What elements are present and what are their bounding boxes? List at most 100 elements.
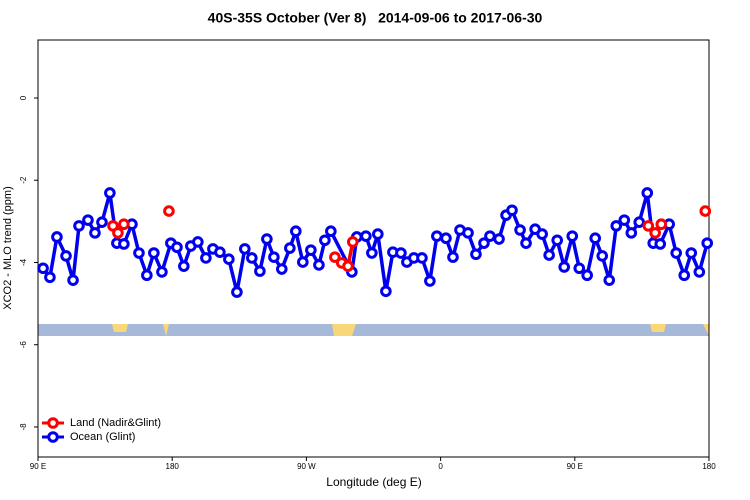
data-point (655, 218, 668, 231)
data-point (462, 227, 474, 239)
data-point (478, 237, 490, 249)
data-point (470, 248, 482, 261)
data-point (366, 247, 378, 259)
x-tick-label: 90 E (567, 462, 583, 471)
data-point (514, 224, 526, 236)
data-point (104, 187, 116, 199)
data-point (223, 253, 235, 265)
data-point (305, 244, 317, 256)
data-point (699, 205, 712, 217)
data-point (275, 263, 288, 275)
data-point (96, 216, 108, 228)
data-point (685, 247, 698, 259)
data-point (73, 220, 85, 232)
data-point (536, 228, 548, 240)
ocean-band (38, 324, 709, 336)
data-point (37, 262, 49, 275)
data-point (701, 237, 714, 249)
data-point (192, 236, 204, 248)
data-point (329, 251, 341, 263)
data-point (290, 225, 302, 238)
x-tick-label: 90 W (297, 462, 316, 471)
data-point (141, 269, 153, 282)
data-point (573, 262, 586, 275)
data-point (589, 232, 602, 245)
data-point (440, 232, 452, 245)
x-tick-label: 0 (438, 462, 443, 471)
data-point (214, 246, 226, 259)
data-point (118, 218, 130, 231)
data-point (325, 225, 337, 238)
data-point (625, 227, 638, 239)
data-point (82, 214, 94, 226)
data-point (641, 187, 654, 199)
data-point (44, 271, 56, 284)
data-point (319, 234, 331, 247)
data-point (416, 252, 428, 264)
data-point (649, 227, 661, 239)
data-point (581, 269, 593, 282)
data-point (163, 205, 175, 217)
data-point (200, 252, 212, 264)
data-point (51, 231, 63, 243)
data-point (610, 220, 623, 232)
data-point (67, 274, 79, 286)
data-point (506, 204, 518, 217)
data-point (178, 260, 190, 272)
data-point (261, 233, 273, 245)
land-patch (650, 324, 666, 332)
data-point (543, 249, 555, 261)
x-tick-label: 180 (166, 462, 180, 471)
data-point (89, 227, 101, 239)
data-point (493, 233, 505, 245)
data-point (558, 261, 571, 273)
y-tick-label: -6 (19, 341, 28, 349)
data-point (654, 238, 667, 250)
data-point (133, 247, 145, 259)
data-point (342, 260, 354, 272)
data-point (380, 285, 392, 298)
data-point (297, 256, 309, 268)
data-point (395, 247, 407, 259)
data-point (484, 230, 496, 242)
data-point (596, 250, 609, 262)
y-tick-label: -2 (19, 176, 28, 184)
data-point (246, 252, 258, 264)
data-point (670, 247, 682, 259)
data-point (284, 242, 296, 254)
data-point (618, 214, 631, 226)
x-tick-label: 180 (702, 462, 716, 471)
data-point (566, 230, 579, 242)
y-axis-label: XCO2 - MLO trend (ppm) (2, 186, 14, 309)
data-point (447, 251, 459, 263)
data-point (231, 286, 243, 298)
data-point (431, 230, 443, 242)
x-tick-label: 90 E (30, 462, 46, 471)
data-point (642, 220, 655, 232)
chart-title: 40S-35S October (Ver 8) 2014-09-06 to 20… (208, 10, 543, 26)
y-tick-label: 0 (19, 95, 28, 100)
legend-label: Land (Nadir&Glint) (70, 417, 161, 429)
land-mask-strip (38, 324, 709, 336)
data-point (551, 234, 564, 247)
x-axis-label: Longitude (deg E) (326, 475, 421, 489)
data-point (118, 238, 130, 250)
data-point (148, 247, 160, 259)
legend-marker (47, 431, 59, 443)
land-patch (703, 324, 709, 336)
data-point (60, 250, 72, 262)
land-patch (112, 324, 128, 332)
data-point (424, 275, 436, 287)
legend-label: Ocean (Glint) (70, 431, 135, 443)
data-point (112, 227, 124, 239)
data-point (360, 230, 372, 242)
data-point (346, 236, 359, 248)
data-point (372, 228, 384, 240)
data-point (633, 216, 646, 228)
data-point (268, 251, 280, 263)
data-point (520, 237, 532, 249)
land-patch (332, 324, 356, 336)
data-point (603, 274, 616, 286)
y-tick-label: -8 (19, 423, 28, 431)
